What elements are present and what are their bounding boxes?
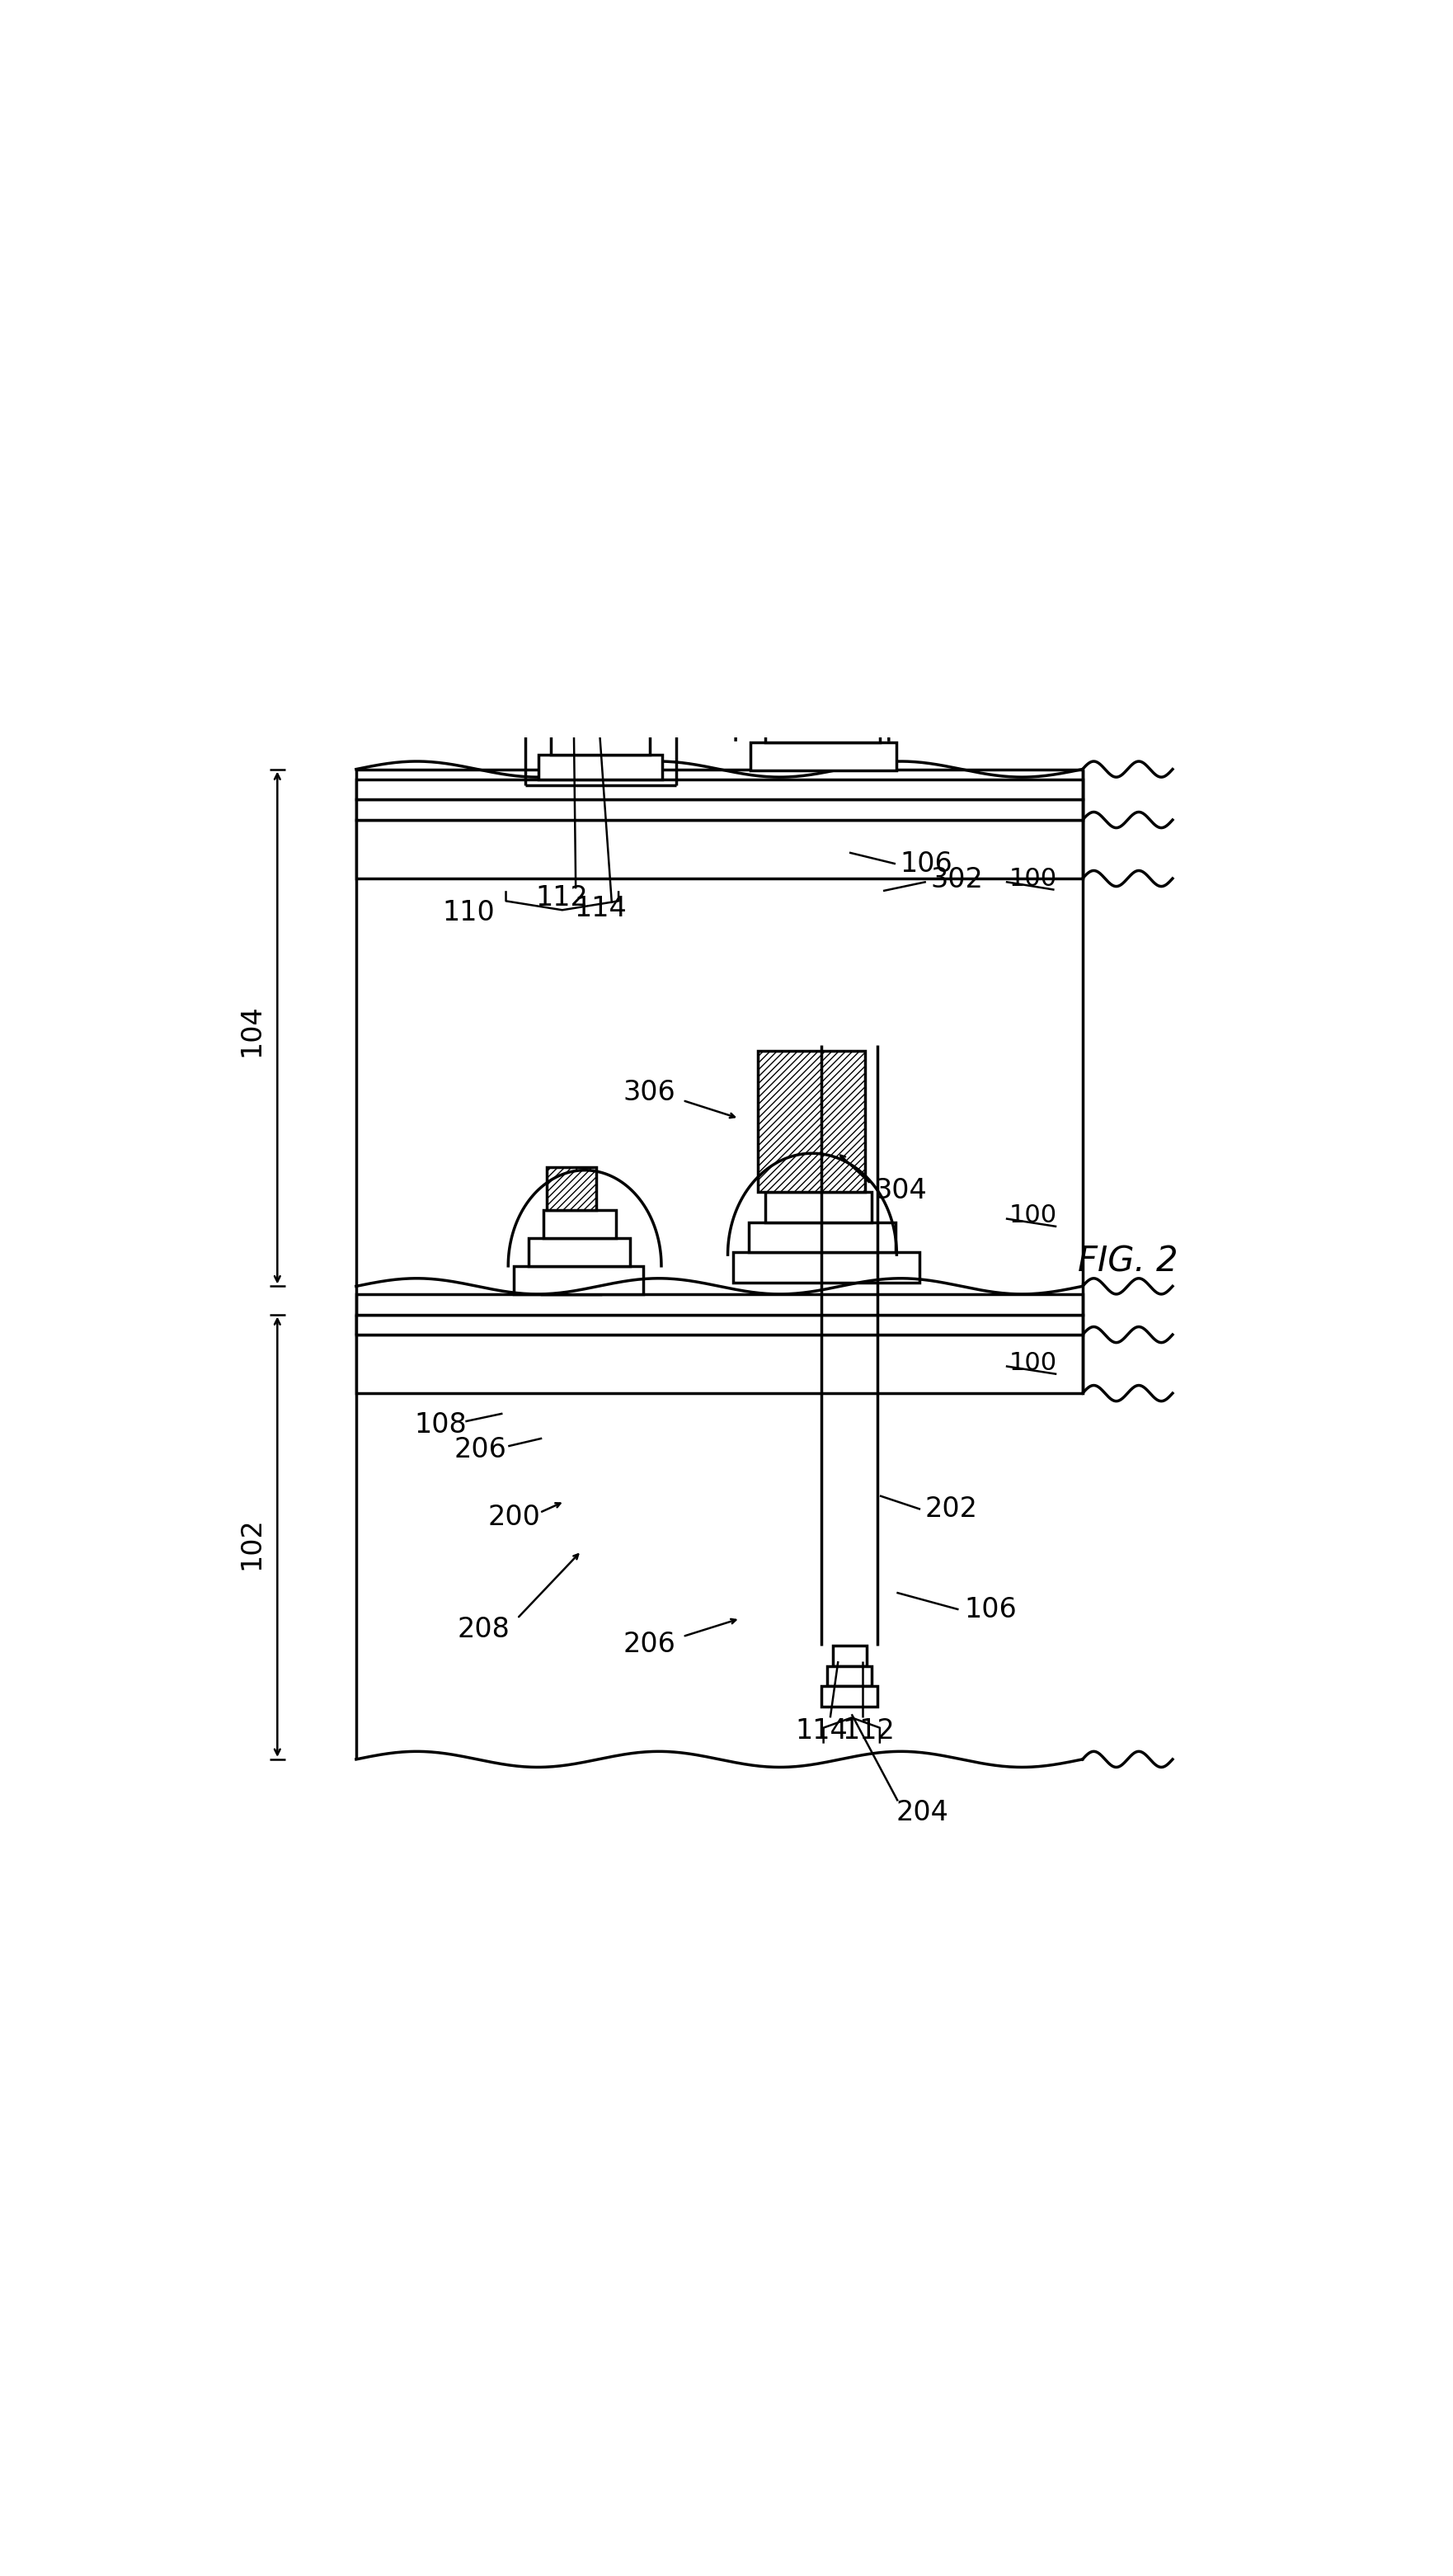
Text: 206: 206 <box>453 1435 507 1463</box>
Text: 204: 204 <box>897 1798 949 1826</box>
Bar <box>551 729 649 755</box>
Bar <box>564 644 655 706</box>
Text: 106: 106 <box>965 1597 1017 1623</box>
Bar <box>750 742 897 770</box>
Text: 206: 206 <box>622 1631 676 1659</box>
Text: 102: 102 <box>238 1517 264 1569</box>
Text: 114: 114 <box>574 896 626 922</box>
Text: 112: 112 <box>536 884 588 912</box>
Bar <box>356 1334 1082 1394</box>
Bar <box>827 1667 872 1687</box>
Bar <box>356 1293 1082 1314</box>
Text: 304: 304 <box>875 1177 927 1203</box>
Bar <box>833 1646 866 1667</box>
Bar <box>529 1239 629 1265</box>
Bar <box>356 781 1082 799</box>
Text: 306: 306 <box>623 1079 676 1105</box>
Text: FIG. 2: FIG. 2 <box>1078 1244 1177 1278</box>
Bar <box>750 1221 895 1252</box>
Bar <box>356 819 1082 878</box>
Bar <box>734 1252 920 1283</box>
Bar <box>514 1265 644 1293</box>
Bar <box>564 706 638 729</box>
Text: 202: 202 <box>924 1497 978 1522</box>
Text: 106: 106 <box>899 850 953 878</box>
Bar <box>356 1314 1082 1334</box>
Text: 200: 200 <box>487 1504 541 1530</box>
Bar <box>780 685 863 714</box>
Bar <box>764 1193 872 1221</box>
Text: 302: 302 <box>930 866 984 894</box>
Bar <box>821 1687 878 1705</box>
Bar <box>539 755 663 781</box>
Bar <box>542 1255 600 1293</box>
Text: 104: 104 <box>238 1005 264 1056</box>
Text: 108: 108 <box>414 1412 466 1437</box>
Bar <box>356 799 1082 819</box>
Text: 208: 208 <box>458 1615 510 1643</box>
Text: 114: 114 <box>795 1718 847 1744</box>
Bar <box>764 714 881 742</box>
Text: 100: 100 <box>1010 1350 1058 1376</box>
Text: 110: 110 <box>443 899 495 925</box>
Bar <box>543 1211 616 1239</box>
Bar <box>546 1167 596 1211</box>
Bar <box>782 585 875 685</box>
Text: 100: 100 <box>1010 1203 1058 1226</box>
Bar <box>758 1051 865 1193</box>
Text: 112: 112 <box>843 1718 895 1744</box>
Text: 100: 100 <box>1010 866 1058 891</box>
